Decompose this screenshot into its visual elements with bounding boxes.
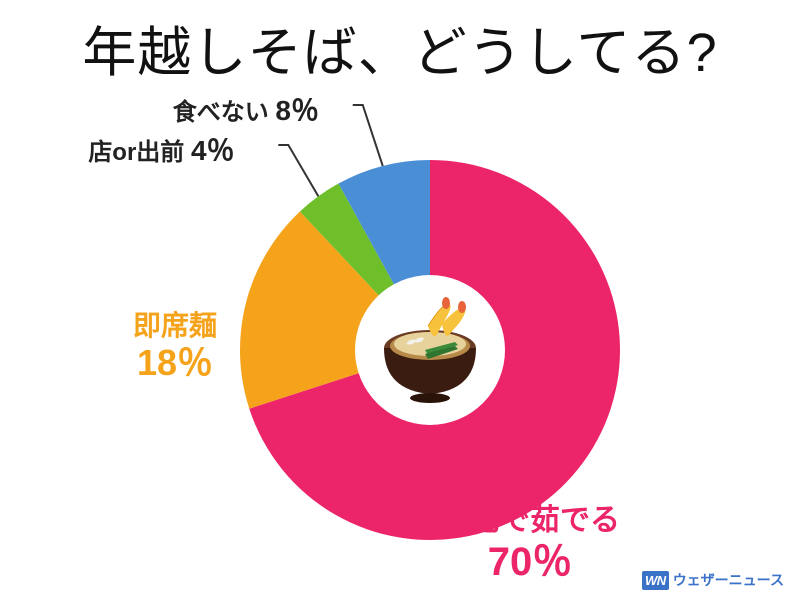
footer-logo-abbrev: WN — [642, 571, 669, 590]
donut-chart — [240, 160, 620, 540]
page-title: 年越しそば、どうしてる? — [0, 8, 800, 87]
slice-label-home: 自宅で茹でる70％ — [440, 504, 620, 585]
slice-label-instant: 即席麺18％ — [110, 310, 240, 384]
chart-center — [355, 275, 505, 425]
slice-label-shop: 店or出前 4％ — [88, 129, 234, 169]
footer-logo-text: ウェザーニュース — [673, 570, 784, 590]
footer-logo: WN ウェザーニュース — [642, 570, 784, 590]
slice-label-none: 食べない 8％ — [173, 89, 319, 129]
soba-bowl-icon — [370, 290, 490, 410]
